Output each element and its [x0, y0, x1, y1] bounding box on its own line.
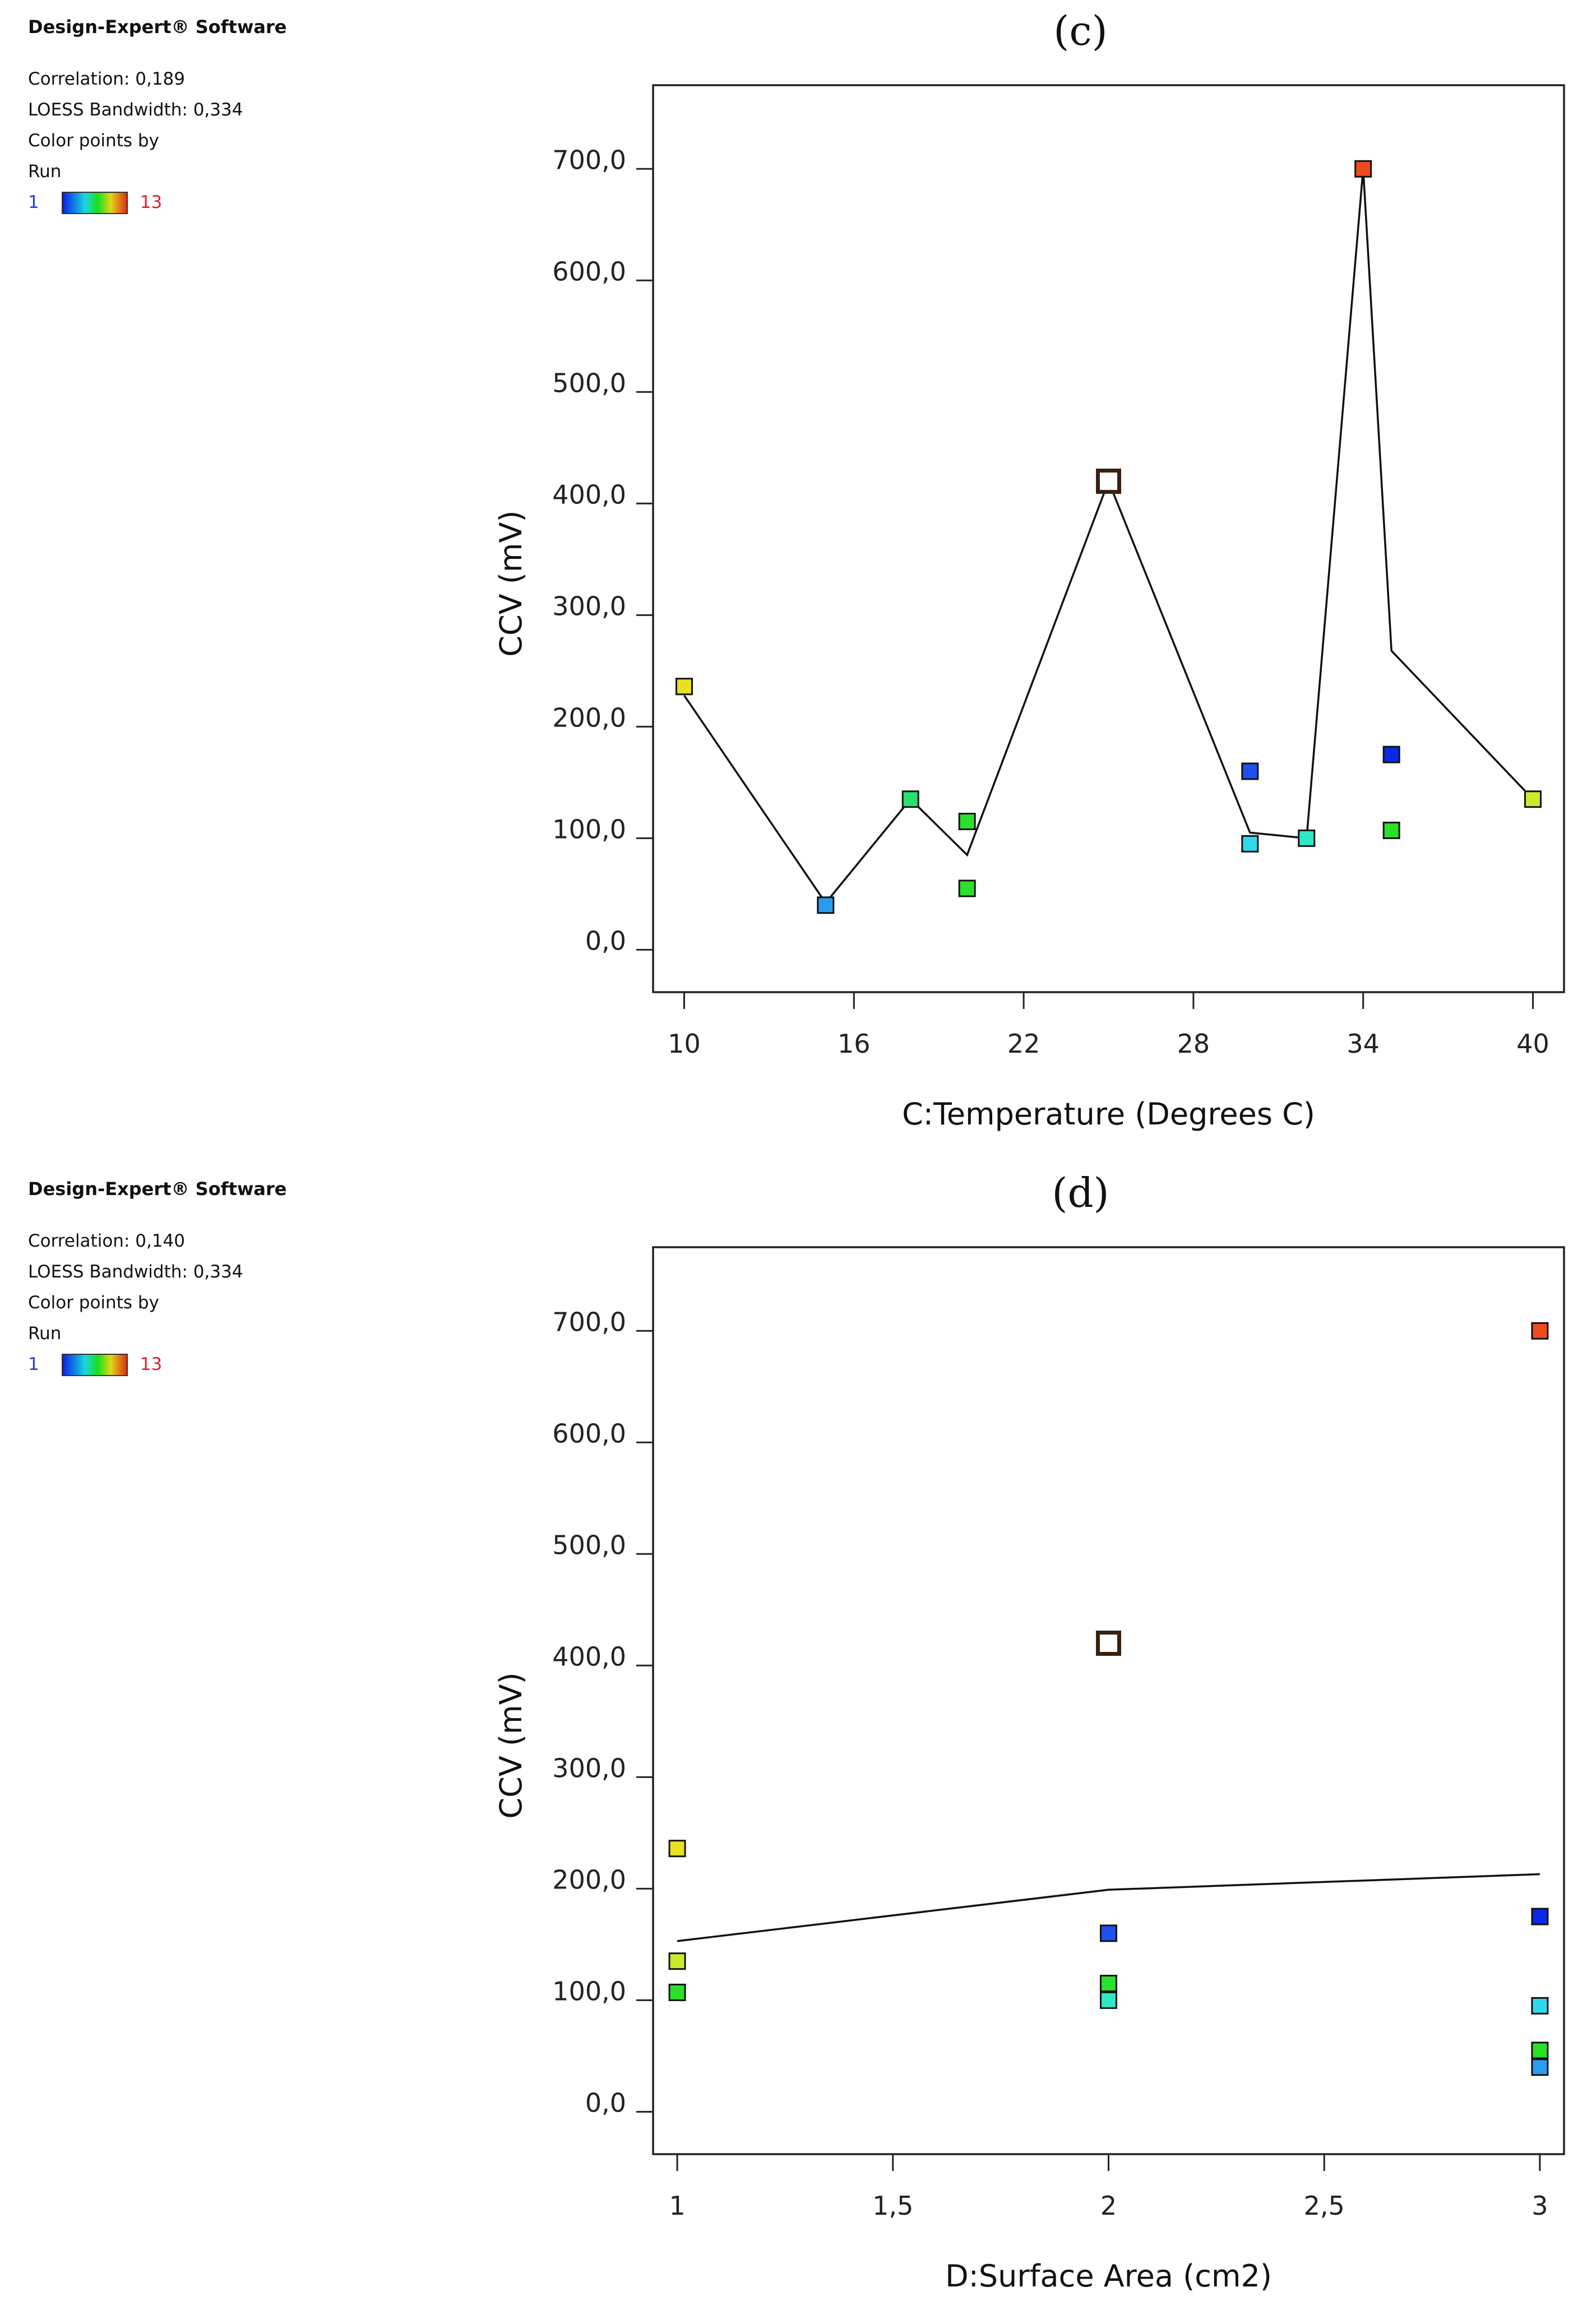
color-gradient-bar — [61, 1353, 128, 1376]
loess-line — [683, 169, 1534, 905]
color-var-text: Run — [28, 1323, 62, 1344]
bandwidth-text: LOESS Bandwidth: 0,334 — [28, 1262, 243, 1282]
data-point — [668, 1983, 686, 2001]
data-point — [1524, 790, 1542, 808]
data-point — [817, 896, 835, 914]
y-tick-label: 0,0 — [585, 925, 626, 956]
y-tick-label: 100,0 — [552, 1976, 626, 2006]
y-tick-label: 0,0 — [585, 2087, 626, 2118]
bandwidth-text: LOESS Bandwidth: 0,334 — [28, 100, 243, 120]
chart-c: (c) 0,0 100,0 200,0 300,0 400,0 500,0 600,0 700,… — [493, 7, 1565, 1132]
correlation-text: Correlation: 0,189 — [28, 69, 185, 89]
data-point — [1531, 2041, 1549, 2059]
data-point — [1241, 762, 1259, 780]
x-tick-label: 28 — [1177, 1029, 1210, 1059]
x-tick-label: 34 — [1347, 1029, 1380, 1059]
y-tick-label: 500,0 — [552, 1530, 626, 1560]
correlation-text: Correlation: 0,140 — [28, 1231, 185, 1251]
x-tick-label: 16 — [838, 1029, 871, 1059]
color-by-text: Color points by — [28, 1293, 159, 1313]
run-max-label: 13 — [140, 1354, 163, 1374]
data-point — [1298, 829, 1316, 847]
color-by-text: Color points by — [28, 131, 159, 151]
data-point — [1354, 160, 1372, 178]
info-block-d: Design-Expert® Software Correlation: 0,1… — [28, 1178, 286, 1380]
y-tick-label: 400,0 — [552, 479, 626, 510]
data-point — [958, 813, 976, 831]
x-tick-label: 22 — [1007, 1029, 1040, 1059]
design-point-marker — [1096, 1631, 1121, 1656]
run-min-label: 1 — [28, 192, 39, 212]
color-legend: 1 13 — [28, 187, 286, 218]
data-point — [1100, 1924, 1117, 1942]
data-point — [958, 879, 976, 897]
y-tick-label: 300,0 — [552, 1753, 626, 1783]
data-point — [668, 1840, 686, 1858]
chart-title: (c) — [1053, 7, 1108, 54]
loess-line — [677, 1873, 1540, 1942]
x-axis-label: C:Temperature (Degrees C) — [902, 1096, 1315, 1132]
y-tick-label: 600,0 — [552, 1418, 626, 1448]
y-tick-label: 200,0 — [552, 1864, 626, 1895]
color-var-text: Run — [28, 161, 62, 182]
color-legend: 1 13 — [28, 1349, 286, 1380]
x-tick-label: 1 — [669, 2191, 685, 2221]
plot-frame — [652, 1246, 1565, 2155]
run-min-label: 1 — [28, 1354, 39, 1374]
y-tick-label: 400,0 — [552, 1641, 626, 1672]
data-point — [1241, 835, 1259, 853]
color-gradient-bar — [61, 191, 128, 214]
design-point-marker — [1096, 469, 1121, 494]
plot-frame — [652, 84, 1565, 993]
software-label: Design-Expert® Software — [28, 1178, 287, 1200]
x-tick-label: 40 — [1516, 1029, 1549, 1059]
panel-d: Design-Expert® Software Correlation: 0,1… — [0, 1162, 1587, 2324]
data-point — [1531, 1997, 1549, 2015]
panel-c: Design-Expert® Software Correlation: 0,1… — [28, 7, 1565, 1132]
info-block-c: Design-Expert® Software Correlation: 0,1… — [28, 16, 286, 218]
data-point — [1531, 2058, 1549, 2076]
x-tick-label: 2 — [1100, 2191, 1117, 2221]
data-point — [1382, 821, 1400, 839]
data-point — [1382, 746, 1400, 763]
x-tick-label: 10 — [668, 1029, 701, 1059]
software-label: Design-Expert® Software — [28, 16, 287, 38]
y-tick-label: 700,0 — [552, 145, 626, 175]
data-point — [1531, 1322, 1549, 1340]
y-tick-label: 600,0 — [552, 256, 626, 286]
data-point — [668, 1952, 686, 1970]
data-point — [1531, 1908, 1549, 1925]
x-tick-label: 1,5 — [872, 2191, 913, 2221]
y-axis-label: CCV (mV) — [493, 1672, 529, 1818]
chart-d: (d) 0,0 100,0 200,0 300,0 400,0 500,0 600,0 700,… — [493, 1169, 1565, 2294]
y-tick-label: 200,0 — [552, 702, 626, 733]
y-tick-label: 700,0 — [552, 1307, 626, 1337]
data-point — [901, 790, 919, 808]
x-tick-label: 3 — [1532, 2191, 1548, 2221]
x-axis-label: D:Surface Area (cm2) — [945, 2258, 1272, 2294]
data-point — [1100, 1975, 1117, 1993]
y-axis-label: CCV (mV) — [493, 510, 529, 656]
y-tick-label: 500,0 — [552, 368, 626, 398]
y-tick-label: 100,0 — [552, 814, 626, 844]
chart-title: (d) — [1052, 1169, 1109, 1216]
x-tick-label: 2,5 — [1304, 2191, 1345, 2221]
data-point — [1100, 1991, 1117, 2009]
run-max-label: 13 — [140, 192, 163, 212]
data-point — [675, 678, 693, 696]
y-tick-label: 300,0 — [552, 591, 626, 621]
